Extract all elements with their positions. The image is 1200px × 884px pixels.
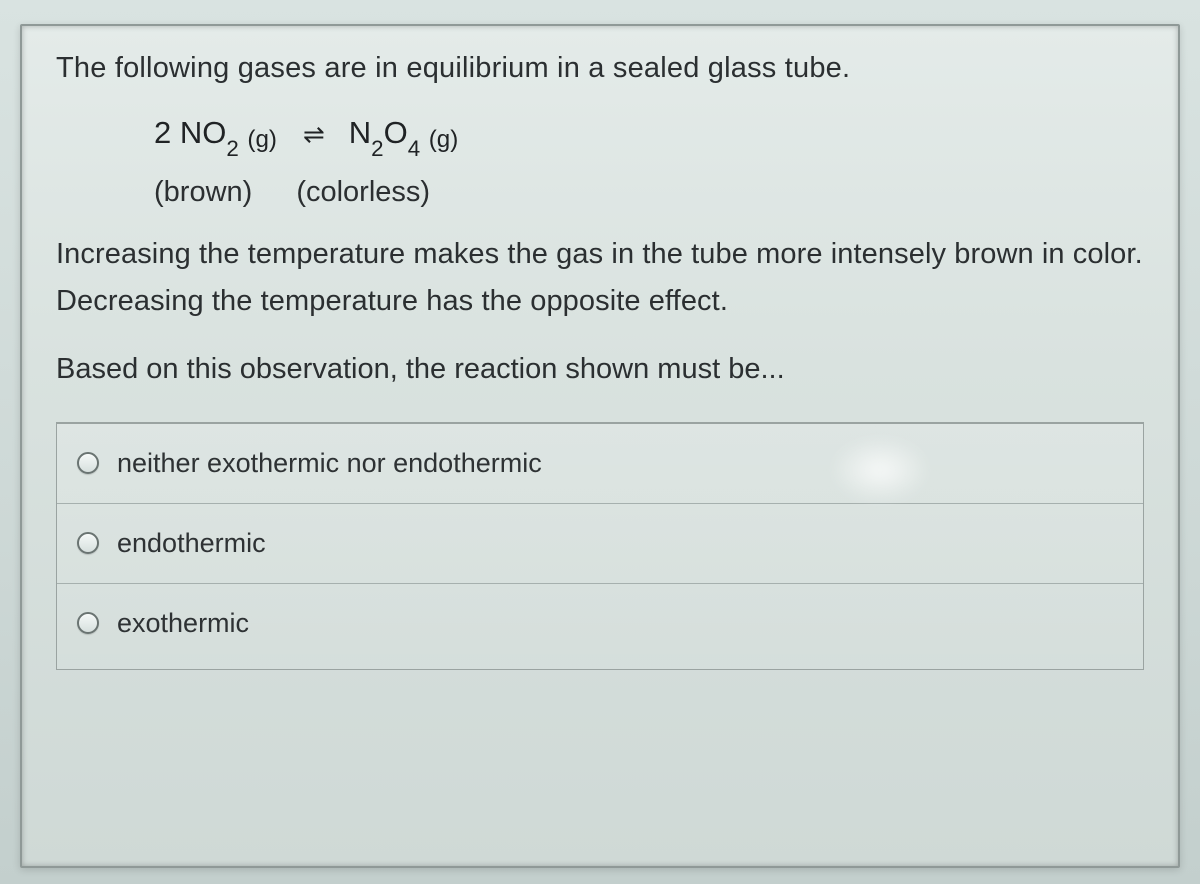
lhs-sub: 2 <box>226 136 238 161</box>
lhs-formula: NO <box>180 115 227 150</box>
rhs-formula-n: N <box>349 115 371 150</box>
intro-text: The following gases are in equilibrium i… <box>56 48 1144 89</box>
answer-options: neither exothermic nor endothermic endot… <box>56 422 1144 670</box>
option-endothermic[interactable]: endothermic <box>57 504 1143 584</box>
question-card: The following gases are in equilibrium i… <box>20 24 1180 868</box>
radio-icon[interactable] <box>77 612 99 634</box>
option-exothermic[interactable]: exothermic <box>57 584 1143 669</box>
question-prompt: Based on this observation, the reaction … <box>56 347 1144 392</box>
option-label: neither exothermic nor endothermic <box>117 448 542 479</box>
equation-lhs: 2 NO2 (g) <box>154 115 277 156</box>
lhs-coef: 2 <box>154 115 171 150</box>
lhs-color-label: (brown) <box>154 176 252 209</box>
equilibrium-arrow-icon: ⇌ <box>299 119 327 150</box>
equation-labels: (brown) (colorless) <box>154 176 1144 209</box>
option-label: endothermic <box>117 528 266 559</box>
rhs-formula-o: O <box>384 115 408 150</box>
rhs-sub2: 4 <box>408 136 420 161</box>
option-neither[interactable]: neither exothermic nor endothermic <box>57 424 1143 504</box>
equation-block: 2 NO2 (g) ⇌ N2O4 (g) (brown) (colorless) <box>154 115 1144 209</box>
rhs-phase: (g) <box>429 126 459 153</box>
observation-paragraph: Increasing the temperature makes the gas… <box>56 231 1144 325</box>
rhs-sub1: 2 <box>371 136 383 161</box>
lhs-phase: (g) <box>247 126 277 153</box>
radio-icon[interactable] <box>77 452 99 474</box>
equation-rhs: N2O4 (g) <box>349 115 459 156</box>
option-label: exothermic <box>117 608 249 639</box>
rhs-color-label: (colorless) <box>296 176 430 209</box>
equation-row: 2 NO2 (g) ⇌ N2O4 (g) <box>154 115 1144 156</box>
page: The following gases are in equilibrium i… <box>0 0 1200 884</box>
radio-icon[interactable] <box>77 532 99 554</box>
